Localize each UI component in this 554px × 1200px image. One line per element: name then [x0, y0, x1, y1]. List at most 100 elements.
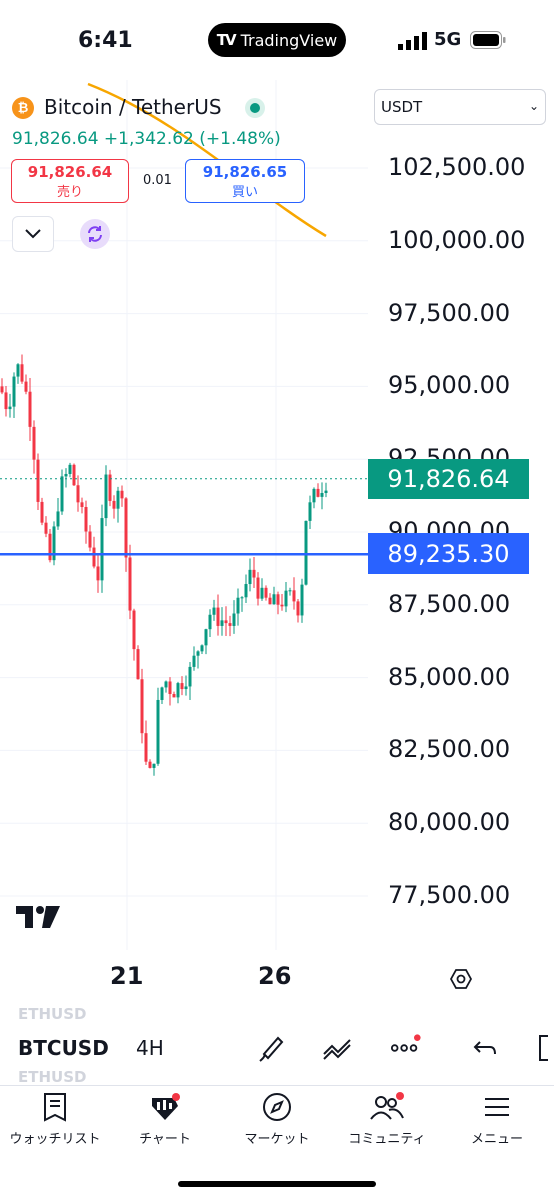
brush-icon[interactable] [256, 1032, 288, 1064]
candle-body [112, 500, 116, 509]
more-dots-icon[interactable] [390, 1032, 422, 1064]
home-indicator [178, 1181, 376, 1187]
chart-grid [0, 80, 368, 950]
candle-body [244, 584, 248, 598]
toolbar-divider [0, 1085, 554, 1086]
candle-body [260, 587, 264, 599]
symbol-title[interactable]: Bitcoin / TetherUS [44, 95, 222, 119]
candle-body [224, 620, 228, 624]
candle-body [164, 681, 168, 688]
nav-chart[interactable]: チャート [110, 1092, 220, 1147]
candle-body [72, 464, 76, 486]
currency-select[interactable]: USDT ⌄ [374, 89, 546, 125]
candle-body [272, 594, 276, 605]
sell-button[interactable]: 91,826.64 売り [11, 159, 129, 203]
candle-body [8, 406, 12, 410]
candle-body [176, 683, 180, 698]
y-tick: 100,000.00 [388, 225, 526, 254]
x-tick: 21 [110, 962, 144, 990]
nav-menu[interactable]: メニュー [442, 1092, 552, 1147]
candle-body [124, 498, 128, 558]
x-tick: 26 [258, 962, 292, 990]
candle-body [168, 681, 172, 695]
y-tick: 80,000.00 [388, 808, 511, 837]
candle-body [64, 473, 68, 477]
nav-label: メニュー [470, 1132, 523, 1147]
y-tick: 77,500.00 [388, 881, 511, 909]
candle-body [300, 584, 304, 616]
nav-label: ウォッチリスト [9, 1132, 101, 1147]
candle-body [132, 610, 136, 650]
signal-icon [398, 32, 427, 50]
candle-body [228, 623, 232, 626]
symbol-picker[interactable]: BTCUSD [18, 1036, 109, 1060]
candle-body [0, 386, 4, 393]
undo-icon[interactable] [470, 1032, 502, 1064]
candle-body [80, 502, 84, 507]
candle-body [20, 364, 24, 382]
candle-body [40, 501, 44, 523]
collapse-button[interactable] [12, 216, 54, 252]
price-chart[interactable] [0, 80, 368, 950]
buy-button[interactable]: 91,826.65 買い [185, 159, 305, 203]
community-icon [370, 1092, 404, 1120]
candle-body [240, 597, 244, 599]
candle-body [208, 614, 212, 630]
candle-body [252, 569, 256, 578]
fullscreen-icon[interactable] [536, 1032, 554, 1064]
horizontal-line-label[interactable]: 89,235.30 [368, 533, 529, 574]
nav-markets[interactable]: マーケット [222, 1092, 332, 1147]
candle-body [264, 587, 268, 598]
interval-button[interactable]: 4H [136, 1036, 164, 1060]
candle-body [192, 655, 196, 667]
candle-body [152, 763, 156, 768]
watchlist-icon [44, 1093, 66, 1122]
candle-body [216, 607, 220, 626]
y-tick: 102,500.00 [388, 153, 526, 181]
tradingview-watermark-icon [16, 906, 60, 928]
candle-body [24, 381, 28, 392]
y-tick: 85,000.00 [388, 662, 511, 691]
settings-icon[interactable] [450, 968, 472, 990]
candle-body [116, 490, 120, 509]
sell-price: 91,826.64 [27, 163, 113, 181]
candle-body [128, 557, 132, 611]
candle-body [4, 392, 8, 410]
app-pill[interactable]: TV TradingView [208, 23, 346, 57]
candle-body [236, 597, 240, 614]
nav-label: チャート [139, 1132, 191, 1147]
trend-lines-icon[interactable] [322, 1032, 354, 1064]
candle-body [140, 679, 144, 734]
candle-body [268, 597, 272, 605]
nav-watchlist[interactable]: ウォッチリスト [0, 1092, 110, 1147]
candle-body [308, 502, 312, 521]
candle-body [108, 474, 112, 501]
candle-body [200, 645, 204, 652]
candle-body [172, 694, 176, 698]
candle-body [28, 391, 32, 427]
sell-label: 売り [56, 185, 83, 200]
candle-body [36, 459, 40, 502]
candle-body [84, 506, 88, 532]
candle-body [68, 464, 72, 474]
compass-icon [263, 1093, 291, 1121]
battery-icon [470, 31, 506, 49]
chart-icon [152, 1093, 180, 1120]
spread-value: 0.01 [143, 173, 172, 188]
candle-body [180, 683, 184, 690]
buy-label: 買い [231, 185, 258, 200]
drawn-trend-line[interactable] [87, 82, 327, 238]
refresh-icon [88, 226, 102, 242]
candle-body [296, 601, 300, 616]
price-change-line: 91,826.64 +1,342.62 (+1.48%) [12, 129, 281, 149]
candle-body [256, 577, 260, 599]
candle-body [44, 522, 48, 534]
candle-body [160, 687, 164, 700]
nav-community[interactable]: コミュニティ [332, 1092, 442, 1147]
refresh-button[interactable] [80, 219, 110, 249]
nav-label: マーケット [244, 1132, 310, 1147]
y-tick: 97,500.00 [388, 298, 511, 327]
candle-body [212, 607, 216, 615]
candle-body [156, 699, 160, 764]
candle-body [148, 761, 152, 768]
